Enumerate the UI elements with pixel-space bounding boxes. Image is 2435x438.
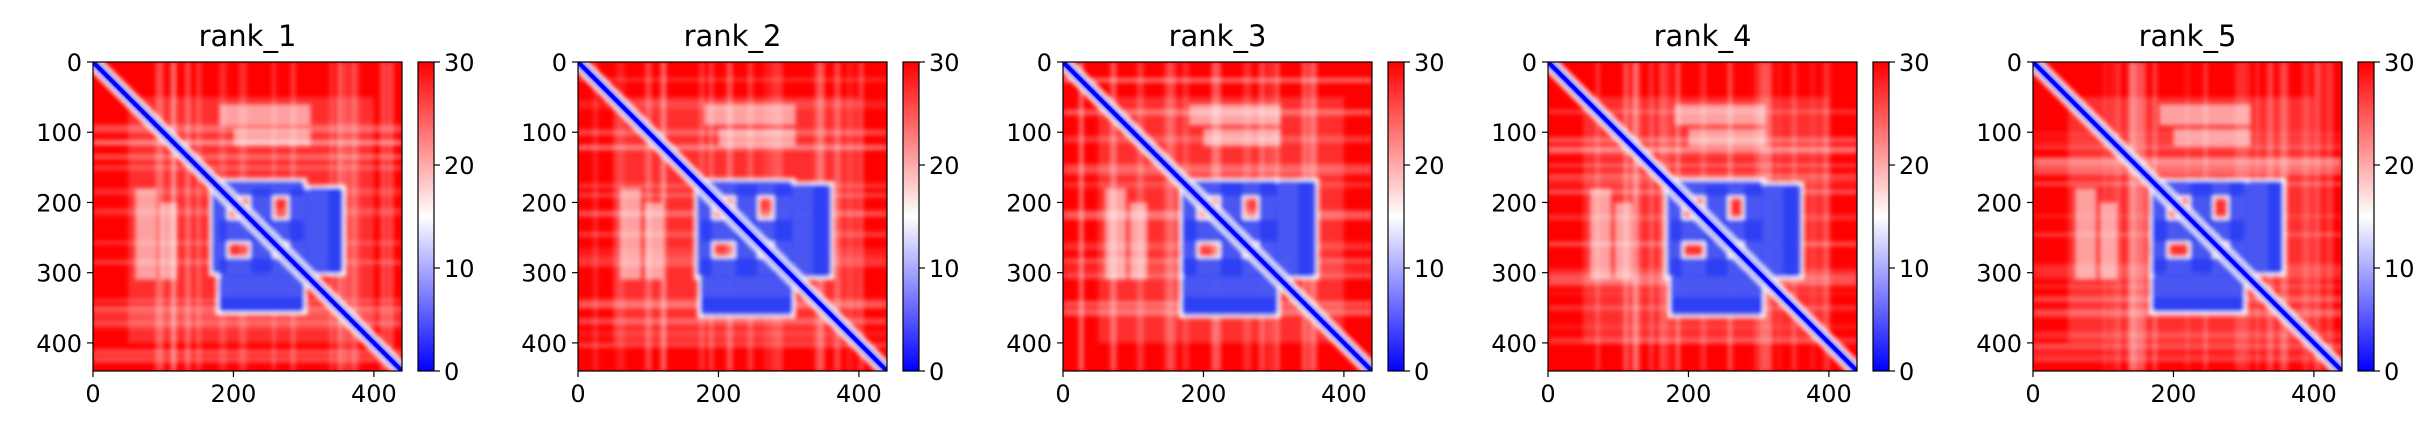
axes-frame: [1062, 61, 1373, 372]
x-tick-label: 0: [1055, 380, 1070, 408]
x-tick-label: 400: [1806, 380, 1852, 408]
y-tick-label: 300: [521, 260, 567, 288]
colorbar: [1872, 61, 1890, 372]
colorbar-tick-label: 0: [2384, 358, 2399, 386]
y-tick-label: 300: [36, 260, 82, 288]
x-tick-label: 0: [1540, 380, 1555, 408]
heatmap-image: [1063, 62, 1372, 371]
colorbar-tick-label: 0: [1899, 358, 1914, 386]
y-tick-label: 200: [1006, 189, 1052, 217]
colorbar-tick-label: 30: [1414, 49, 1445, 77]
colorbar-tick-label: 0: [929, 358, 944, 386]
colorbar-tick-label: 20: [929, 152, 960, 180]
x-tick-label: 400: [1321, 380, 1367, 408]
colorbar-tick-label: 10: [444, 255, 475, 283]
axes-frame: [577, 61, 888, 372]
x-tick-label: 400: [351, 380, 397, 408]
axes-frame: [92, 61, 403, 372]
y-tick-label: 0: [1037, 49, 1052, 77]
x-tick-label: 0: [570, 380, 585, 408]
x-tick-label: 400: [2291, 380, 2337, 408]
colorbar: [417, 61, 435, 372]
heatmap-image: [93, 62, 402, 371]
x-tick-label: 200: [696, 380, 742, 408]
colorbar-tick-label: 20: [1414, 152, 1445, 180]
y-tick-label: 400: [521, 330, 567, 358]
colorbar-tick-label: 0: [1414, 358, 1429, 386]
y-tick-label: 300: [1491, 260, 1537, 288]
y-tick-label: 200: [1976, 189, 2022, 217]
colorbar-tick-label: 30: [444, 49, 475, 77]
heatmap-image: [578, 62, 887, 371]
y-tick-label: 0: [67, 49, 82, 77]
colorbar-tick-label: 30: [929, 49, 960, 77]
colorbar-tick-label: 20: [2384, 152, 2415, 180]
x-tick-label: 0: [2025, 380, 2040, 408]
y-tick-label: 400: [1491, 330, 1537, 358]
colorbar-tick-label: 20: [444, 152, 475, 180]
colorbar: [1387, 61, 1405, 372]
subplot-title: rank_3: [1169, 19, 1267, 53]
y-tick-label: 400: [36, 330, 82, 358]
subplot-title: rank_4: [1654, 19, 1752, 53]
axes-frame: [1547, 61, 1858, 372]
colorbar-tick-label: 10: [2384, 255, 2415, 283]
colorbar: [902, 61, 920, 372]
heatmap-image: [1548, 62, 1857, 371]
y-tick-label: 300: [1976, 260, 2022, 288]
colorbar-tick-label: 30: [2384, 49, 2415, 77]
y-tick-label: 100: [1006, 119, 1052, 147]
y-tick-label: 0: [552, 49, 567, 77]
x-tick-label: 0: [85, 380, 100, 408]
y-tick-label: 100: [521, 119, 567, 147]
x-tick-label: 200: [1666, 380, 1712, 408]
subplot-title: rank_5: [2139, 19, 2237, 53]
axes-frame: [2032, 61, 2343, 372]
colorbar-tick-label: 0: [444, 358, 459, 386]
y-tick-label: 100: [1491, 119, 1537, 147]
y-tick-label: 200: [1491, 189, 1537, 217]
y-tick-label: 200: [36, 189, 82, 217]
heatmap-image: [2033, 62, 2342, 371]
colorbar-tick-label: 10: [929, 255, 960, 283]
subplot-title: rank_1: [199, 19, 297, 53]
subplot-title: rank_2: [684, 19, 782, 53]
x-tick-label: 400: [836, 380, 882, 408]
x-tick-label: 200: [2151, 380, 2197, 408]
y-tick-label: 0: [2007, 49, 2022, 77]
colorbar-tick-label: 10: [1414, 255, 1445, 283]
x-tick-label: 200: [211, 380, 257, 408]
y-tick-label: 100: [36, 119, 82, 147]
y-tick-label: 400: [1006, 330, 1052, 358]
y-tick-label: 0: [1522, 49, 1537, 77]
y-tick-label: 400: [1976, 330, 2022, 358]
colorbar-tick-label: 20: [1899, 152, 1930, 180]
y-tick-label: 200: [521, 189, 567, 217]
colorbar-tick-label: 30: [1899, 49, 1930, 77]
y-tick-label: 300: [1006, 260, 1052, 288]
colorbar-tick-label: 10: [1899, 255, 1930, 283]
y-tick-label: 100: [1976, 119, 2022, 147]
x-tick-label: 200: [1181, 380, 1227, 408]
colorbar: [2357, 61, 2375, 372]
